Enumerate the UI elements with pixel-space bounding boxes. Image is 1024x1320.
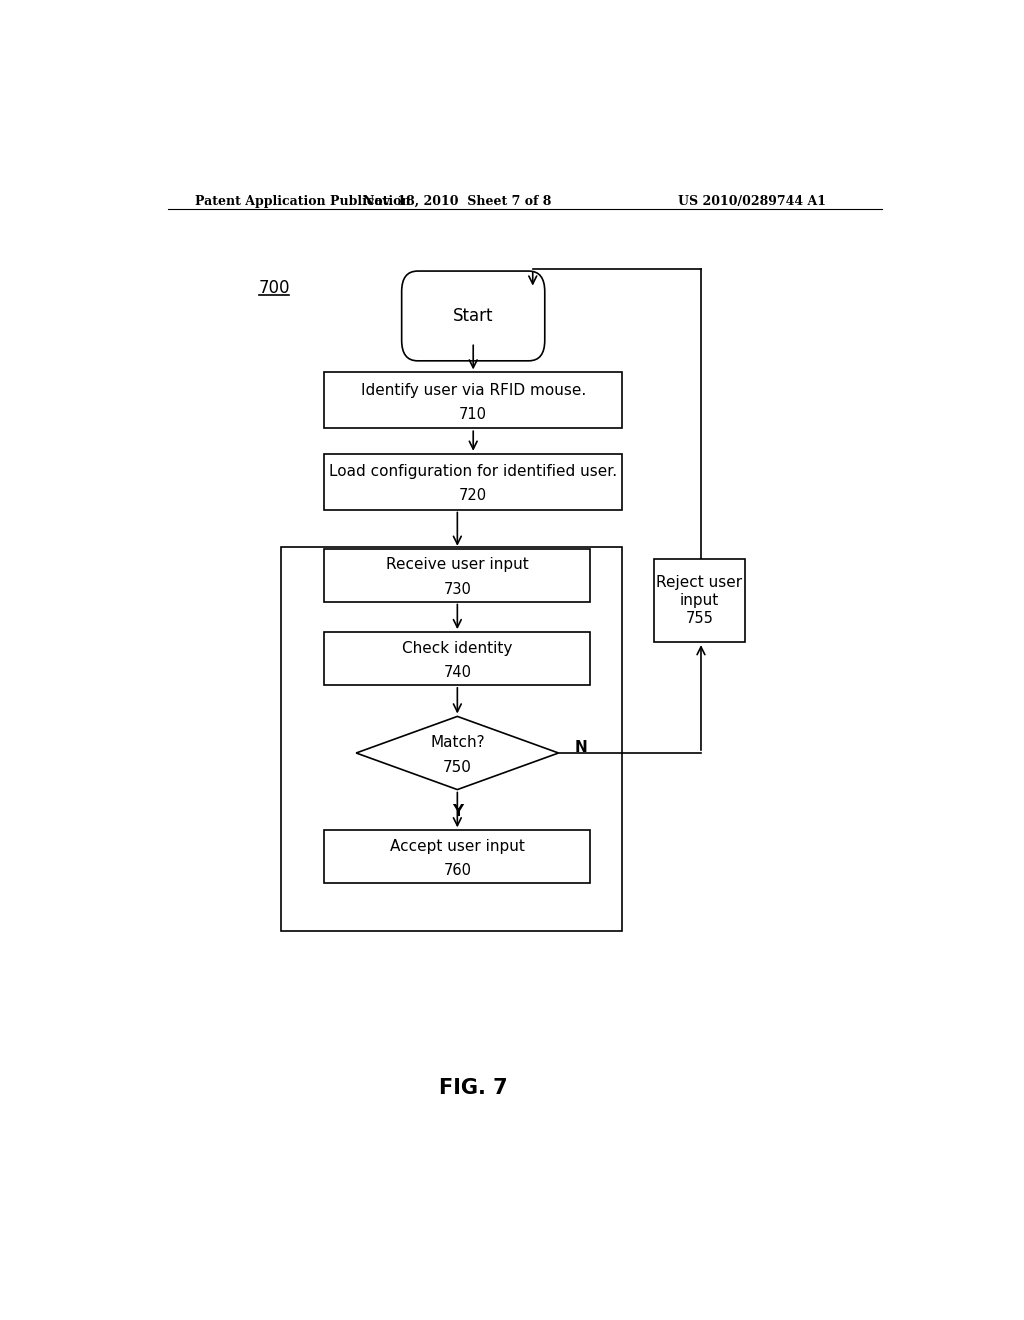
FancyBboxPatch shape xyxy=(401,271,545,360)
Polygon shape xyxy=(356,717,558,789)
Text: Y: Y xyxy=(452,804,463,820)
Text: 755: 755 xyxy=(685,611,714,626)
Text: 700: 700 xyxy=(259,280,291,297)
Text: Reject user: Reject user xyxy=(656,574,742,590)
Text: Start: Start xyxy=(453,308,494,325)
Text: Patent Application Publication: Patent Application Publication xyxy=(196,195,411,209)
Text: 740: 740 xyxy=(443,665,471,680)
Text: 760: 760 xyxy=(443,863,471,878)
Text: US 2010/0289744 A1: US 2010/0289744 A1 xyxy=(678,195,826,209)
Bar xyxy=(282,546,623,931)
Text: 750: 750 xyxy=(443,760,472,775)
Text: 710: 710 xyxy=(459,407,487,422)
Bar xyxy=(653,558,745,643)
Text: N: N xyxy=(574,741,587,755)
Text: Match?: Match? xyxy=(430,735,484,750)
Text: Identify user via RFID mouse.: Identify user via RFID mouse. xyxy=(360,383,586,397)
Text: Check identity: Check identity xyxy=(402,640,513,656)
Text: FIG. 7: FIG. 7 xyxy=(439,1078,508,1098)
Text: Accept user input: Accept user input xyxy=(390,840,524,854)
Text: Receive user input: Receive user input xyxy=(386,557,528,573)
Bar xyxy=(325,549,590,602)
Text: 720: 720 xyxy=(459,488,487,503)
Bar xyxy=(325,372,622,428)
Bar xyxy=(325,632,590,685)
Text: Load configuration for identified user.: Load configuration for identified user. xyxy=(329,463,617,479)
Text: 730: 730 xyxy=(443,582,471,597)
Text: input: input xyxy=(680,593,719,609)
Text: Nov. 18, 2010  Sheet 7 of 8: Nov. 18, 2010 Sheet 7 of 8 xyxy=(364,195,552,209)
Bar xyxy=(325,830,590,883)
Bar xyxy=(325,454,622,510)
